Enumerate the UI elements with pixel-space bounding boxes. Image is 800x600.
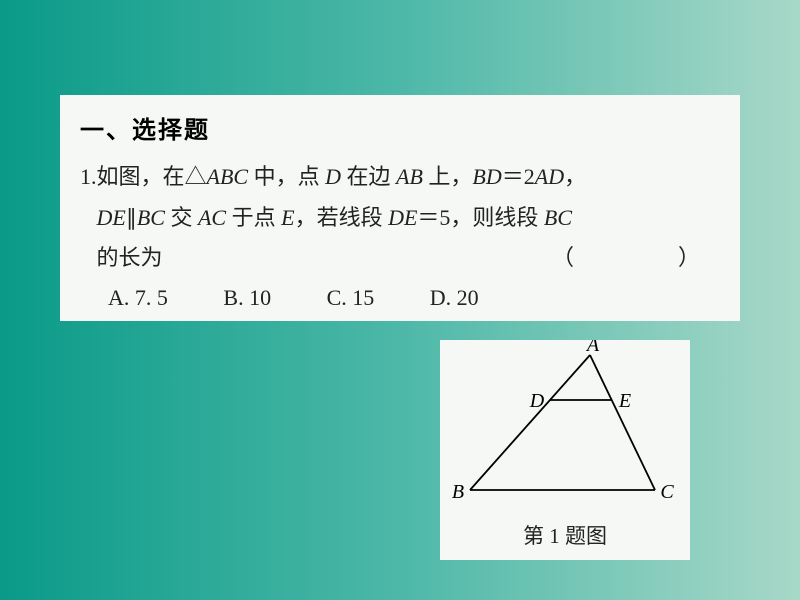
- answer-paren: （ ）: [552, 238, 720, 279]
- sym-bc: BC: [137, 205, 165, 230]
- sym-e: E: [281, 205, 294, 230]
- svg-text:A: A: [585, 340, 600, 356]
- question-body: 1.如图，在△ABC 中，点 D 在边 AB 上，BD＝2AD， DE∥BC 交…: [80, 157, 720, 279]
- sym-ac: AC: [198, 205, 226, 230]
- options-row: A. 7. 5 B. 10 C. 15 D. 20: [80, 285, 720, 311]
- text-seg: ＝2: [502, 164, 535, 189]
- sym-ab: AB: [396, 164, 423, 189]
- svg-text:D: D: [529, 390, 545, 412]
- option-b[interactable]: B. 10: [223, 285, 271, 311]
- question-number: 1.: [80, 164, 97, 189]
- sym-abc: ABC: [207, 164, 249, 189]
- sym-de: DE: [97, 205, 126, 230]
- sym-bd: BD: [472, 164, 501, 189]
- text-seg: 如图，在△: [97, 164, 207, 189]
- question-content: 一、选择题 1.如图，在△ABC 中，点 D 在边 AB 上，BD＝2AD， D…: [60, 95, 740, 321]
- option-a[interactable]: A. 7. 5: [108, 285, 168, 311]
- sym-ad: AD: [535, 164, 564, 189]
- text-seg: ，若线段: [295, 205, 389, 230]
- sym-parallel: ∥: [126, 205, 137, 230]
- text-seg: 于点: [226, 205, 281, 230]
- svg-text:E: E: [618, 390, 631, 412]
- svg-text:B: B: [452, 481, 464, 503]
- sym-d: D: [325, 164, 341, 189]
- section-title: 一、选择题: [80, 110, 720, 145]
- text-seg: 中，点: [248, 164, 325, 189]
- text-seg: 的长为: [97, 245, 163, 270]
- sym-bc2: BC: [544, 205, 572, 230]
- svg-text:C: C: [660, 481, 674, 503]
- text-seg: 在边: [341, 164, 396, 189]
- sym-de2: DE: [388, 205, 417, 230]
- text-seg: 交: [165, 205, 198, 230]
- figure-box: A B C D E 第 1 题图: [440, 340, 690, 560]
- text-seg: 上，: [423, 164, 473, 189]
- text-seg: ＝5，则线段: [417, 205, 544, 230]
- option-c[interactable]: C. 15: [327, 285, 375, 311]
- option-d[interactable]: D. 20: [430, 285, 479, 311]
- figure-caption: 第 1 题图: [440, 520, 690, 550]
- triangle-diagram: A B C D E: [445, 340, 685, 515]
- text-seg: ，: [564, 164, 586, 189]
